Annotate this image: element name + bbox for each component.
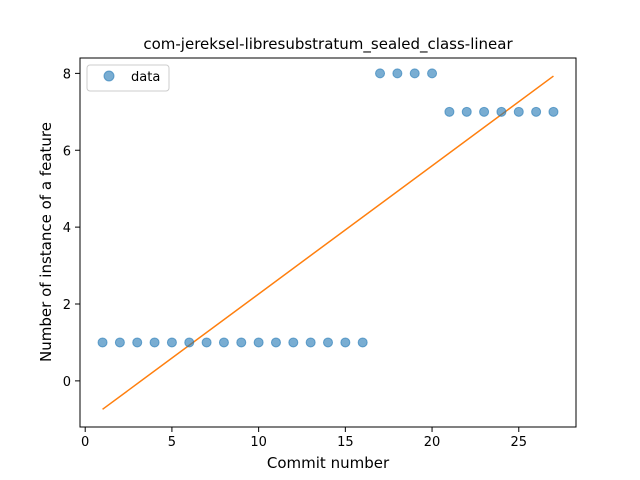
- x-axis-label: Commit number: [267, 454, 390, 472]
- x-tick-label: 10: [250, 435, 267, 450]
- data-point: [184, 337, 195, 348]
- data-point: [114, 337, 125, 348]
- legend-entry-data: data: [131, 70, 160, 85]
- data-point: [166, 337, 177, 348]
- data-point: [392, 68, 403, 79]
- x-tick-label: 0: [81, 435, 89, 450]
- data-point: [427, 68, 438, 79]
- fit-line: [102, 75, 554, 410]
- data-point: [340, 337, 351, 348]
- data-points: [97, 68, 559, 348]
- data-point: [201, 337, 212, 348]
- fit-line-layer: [102, 75, 554, 410]
- data-point: [479, 106, 490, 117]
- x-tick-label: 5: [168, 435, 176, 450]
- y-axis-label: Number of instance of a feature: [37, 122, 55, 362]
- y-tick-label: 8: [63, 67, 71, 82]
- data-point: [270, 337, 281, 348]
- data-point: [97, 337, 108, 348]
- chart-title: com-jereksel-libresubstratum_sealed_clas…: [143, 35, 513, 54]
- y-tick-label: 2: [63, 298, 71, 313]
- data-point: [236, 337, 247, 348]
- y-tick-label: 0: [63, 375, 71, 390]
- data-point: [288, 337, 299, 348]
- data-point: [444, 106, 455, 117]
- x-axis-ticks: 0 5 10 15 20 25: [81, 427, 527, 450]
- data-point: [132, 337, 143, 348]
- y-tick-label: 4: [63, 221, 71, 236]
- data-point: [305, 337, 316, 348]
- data-point: [409, 68, 420, 79]
- plot-frame: [79, 57, 577, 428]
- data-point: [513, 106, 524, 117]
- x-tick-label: 25: [510, 435, 527, 450]
- data-point: [218, 337, 229, 348]
- legend: data: [86, 64, 170, 92]
- legend-marker: [103, 70, 115, 82]
- data-point: [253, 337, 264, 348]
- x-tick-label: 15: [337, 435, 354, 450]
- data-point: [375, 68, 386, 79]
- data-point: [531, 106, 542, 117]
- y-axis-ticks: 0 2 4 6 8: [63, 67, 80, 390]
- data-point: [323, 337, 333, 348]
- data-point: [357, 337, 368, 348]
- data-point: [548, 106, 559, 117]
- data-point: [461, 106, 472, 117]
- data-point: [149, 337, 160, 348]
- x-tick-label: 20: [424, 435, 441, 450]
- y-tick-label: 6: [63, 144, 71, 159]
- data-point: [496, 106, 507, 117]
